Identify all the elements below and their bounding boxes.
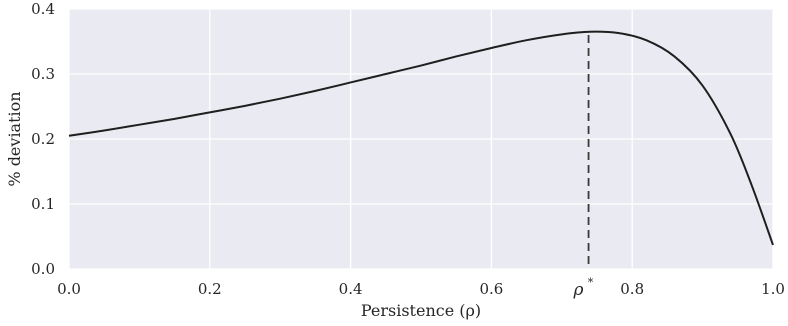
x-axis-label: Persistence (ρ) (361, 301, 481, 320)
x-tick-label: 0.4 (339, 280, 363, 298)
y-axis-label: % deviation (5, 91, 24, 186)
y-tick-label: 0.0 (31, 260, 55, 278)
x-tick-label: 0.0 (57, 280, 81, 298)
rho-star-label: ρ (573, 280, 584, 300)
x-tick-label: 1.0 (761, 280, 785, 298)
y-tick-label: 0.2 (31, 130, 55, 148)
rho-star-superscript: * (588, 276, 594, 289)
x-tick-labels: 0.0 0.2 0.4 0.6 0.8 1.0 (57, 280, 785, 298)
y-tick-label: 0.1 (31, 195, 55, 213)
grid-lines (68, 8, 774, 270)
series-line (68, 30, 774, 246)
y-tick-labels: 0.0 0.1 0.2 0.3 0.4 (31, 0, 55, 278)
x-tick-label: 0.6 (479, 280, 503, 298)
series-layer (68, 30, 774, 246)
y-tick-label: 0.3 (31, 65, 55, 83)
x-tick-label: 0.2 (198, 280, 222, 298)
x-tick-label: 0.8 (620, 280, 644, 298)
annotation-layer: ρ * (573, 35, 594, 300)
y-tick-label: 0.4 (31, 0, 55, 18)
